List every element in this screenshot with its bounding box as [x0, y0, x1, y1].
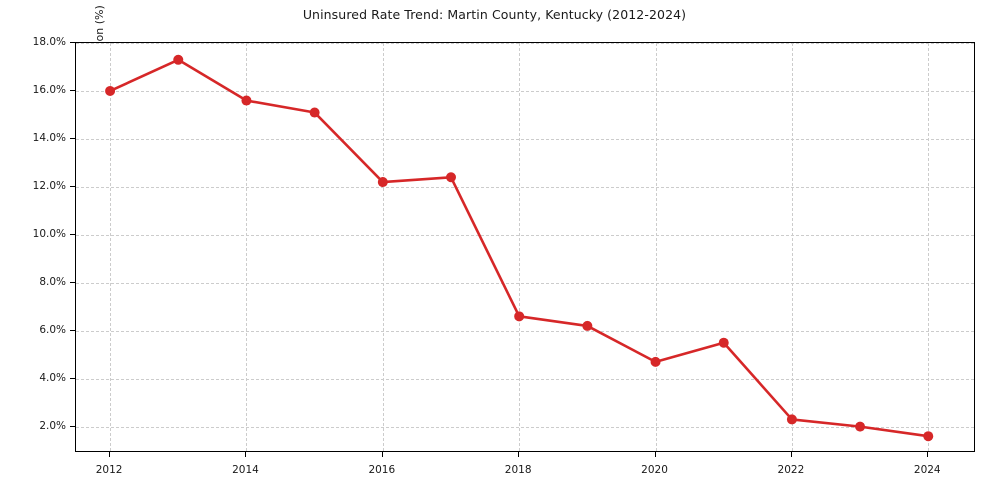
data-point-marker[interactable] — [377, 177, 388, 188]
y-axis-tick-label: 10.0% — [32, 227, 66, 240]
x-axis-tick-mark — [654, 452, 656, 457]
data-point-marker[interactable] — [514, 311, 525, 322]
gridline-horizontal — [76, 234, 974, 236]
y-axis-tick-mark — [70, 137, 75, 139]
y-axis-tick-label: 14.0% — [32, 131, 66, 144]
line-series-layer — [105, 54, 934, 442]
gridline-vertical — [655, 43, 657, 451]
gridline-horizontal — [76, 330, 974, 332]
x-axis-tick-label: 2012 — [95, 464, 123, 476]
gridline-horizontal — [76, 378, 974, 380]
x-axis-tick-label: 2018 — [504, 464, 532, 476]
gridline-horizontal — [76, 282, 974, 284]
y-axis-tick-label: 8.0% — [39, 275, 66, 288]
data-point-marker[interactable] — [718, 337, 729, 348]
data-point-marker[interactable] — [786, 414, 797, 425]
x-axis-tick-label: 2016 — [368, 464, 396, 476]
x-axis-tick-mark — [381, 452, 383, 457]
x-axis-tick-label: 2020 — [641, 464, 668, 476]
x-axis-tick-mark — [245, 452, 247, 457]
gridline-vertical — [928, 43, 930, 451]
gridline-vertical — [791, 43, 793, 451]
data-point-marker[interactable] — [446, 172, 456, 183]
data-point-marker[interactable] — [105, 85, 116, 96]
x-axis-tick-label: 2014 — [232, 464, 259, 476]
gridline-horizontal — [76, 426, 974, 428]
y-axis-tick-mark — [70, 329, 75, 331]
chart-title: Uninsured Rate Trend: Martin County, Ken… — [302, 7, 687, 22]
x-axis-tick-label: 2022 — [777, 464, 805, 476]
y-axis-tick-mark — [70, 185, 75, 187]
x-axis-tick-label: 2024 — [913, 464, 941, 476]
data-point-marker[interactable] — [309, 107, 320, 118]
x-axis-tick-mark — [109, 452, 111, 457]
plot-area — [75, 42, 975, 452]
y-axis-tick-mark — [70, 89, 75, 91]
y-axis-tick-mark — [70, 281, 75, 283]
y-axis-tick-label: 18.0% — [32, 36, 66, 48]
gridline-vertical — [246, 43, 248, 451]
y-axis-tick-mark — [70, 425, 75, 427]
gridline-horizontal — [76, 43, 974, 44]
gridline-horizontal — [76, 186, 974, 188]
data-point-marker[interactable] — [923, 431, 934, 442]
y-axis-tick-label: 4.0% — [39, 371, 66, 384]
data-point-marker[interactable] — [173, 54, 184, 65]
y-axis-tick-label: 16.0% — [32, 83, 66, 96]
data-point-marker[interactable] — [855, 421, 866, 432]
x-axis-tick-mark — [518, 452, 520, 457]
data-point-marker[interactable] — [582, 320, 593, 331]
x-axis-tick-mark — [927, 452, 929, 457]
y-axis-tick-label: 6.0% — [39, 323, 66, 336]
gridline-vertical — [110, 43, 112, 451]
data-point-marker[interactable] — [650, 356, 661, 367]
x-axis-tick-mark — [790, 452, 792, 457]
series-line — [108, 58, 930, 438]
y-axis-tick-mark — [70, 377, 75, 379]
data-point-marker[interactable] — [241, 95, 252, 106]
y-axis-tick-label: 12.0% — [32, 179, 66, 192]
gridline-vertical — [519, 43, 521, 451]
y-axis-tick-label: 2.0% — [39, 419, 66, 432]
y-axis-tick-mark — [70, 42, 75, 43]
gridline-horizontal — [76, 90, 974, 92]
gridline-vertical — [382, 43, 384, 451]
y-axis-tick-mark — [70, 233, 75, 235]
gridline-horizontal — [76, 138, 974, 140]
